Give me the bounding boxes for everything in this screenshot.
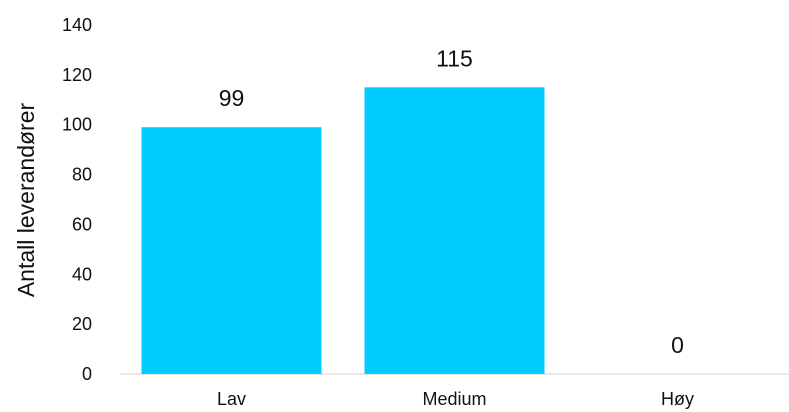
y-tick-label: 120 [62,65,92,85]
y-tick-label: 140 [62,15,92,35]
data-label: 99 [219,85,245,111]
y-tick-label: 60 [72,214,92,234]
x-tick-labels: Lav Medium Høy [217,389,694,409]
x-tick-label: Lav [217,389,246,409]
y-tick-labels: 0 20 40 60 80 100 120 140 [62,15,92,384]
y-tick-label: 20 [72,314,92,334]
y-axis-title: Antall leverandører [13,103,39,298]
y-tick-label: 100 [62,115,92,135]
x-tick-label: Høy [661,389,694,409]
y-tick-label: 40 [72,264,92,284]
bar [141,127,322,374]
data-labels: 99 115 0 [219,45,684,358]
data-label: 0 [671,332,684,358]
y-tick-label: 80 [72,165,92,185]
bar [364,87,545,375]
data-label: 115 [436,45,473,71]
y-tick-label: 0 [82,364,92,384]
x-tick-label: Medium [422,389,486,409]
y-axis-title-group: Antall leverandører [13,103,39,298]
bars [141,87,545,375]
